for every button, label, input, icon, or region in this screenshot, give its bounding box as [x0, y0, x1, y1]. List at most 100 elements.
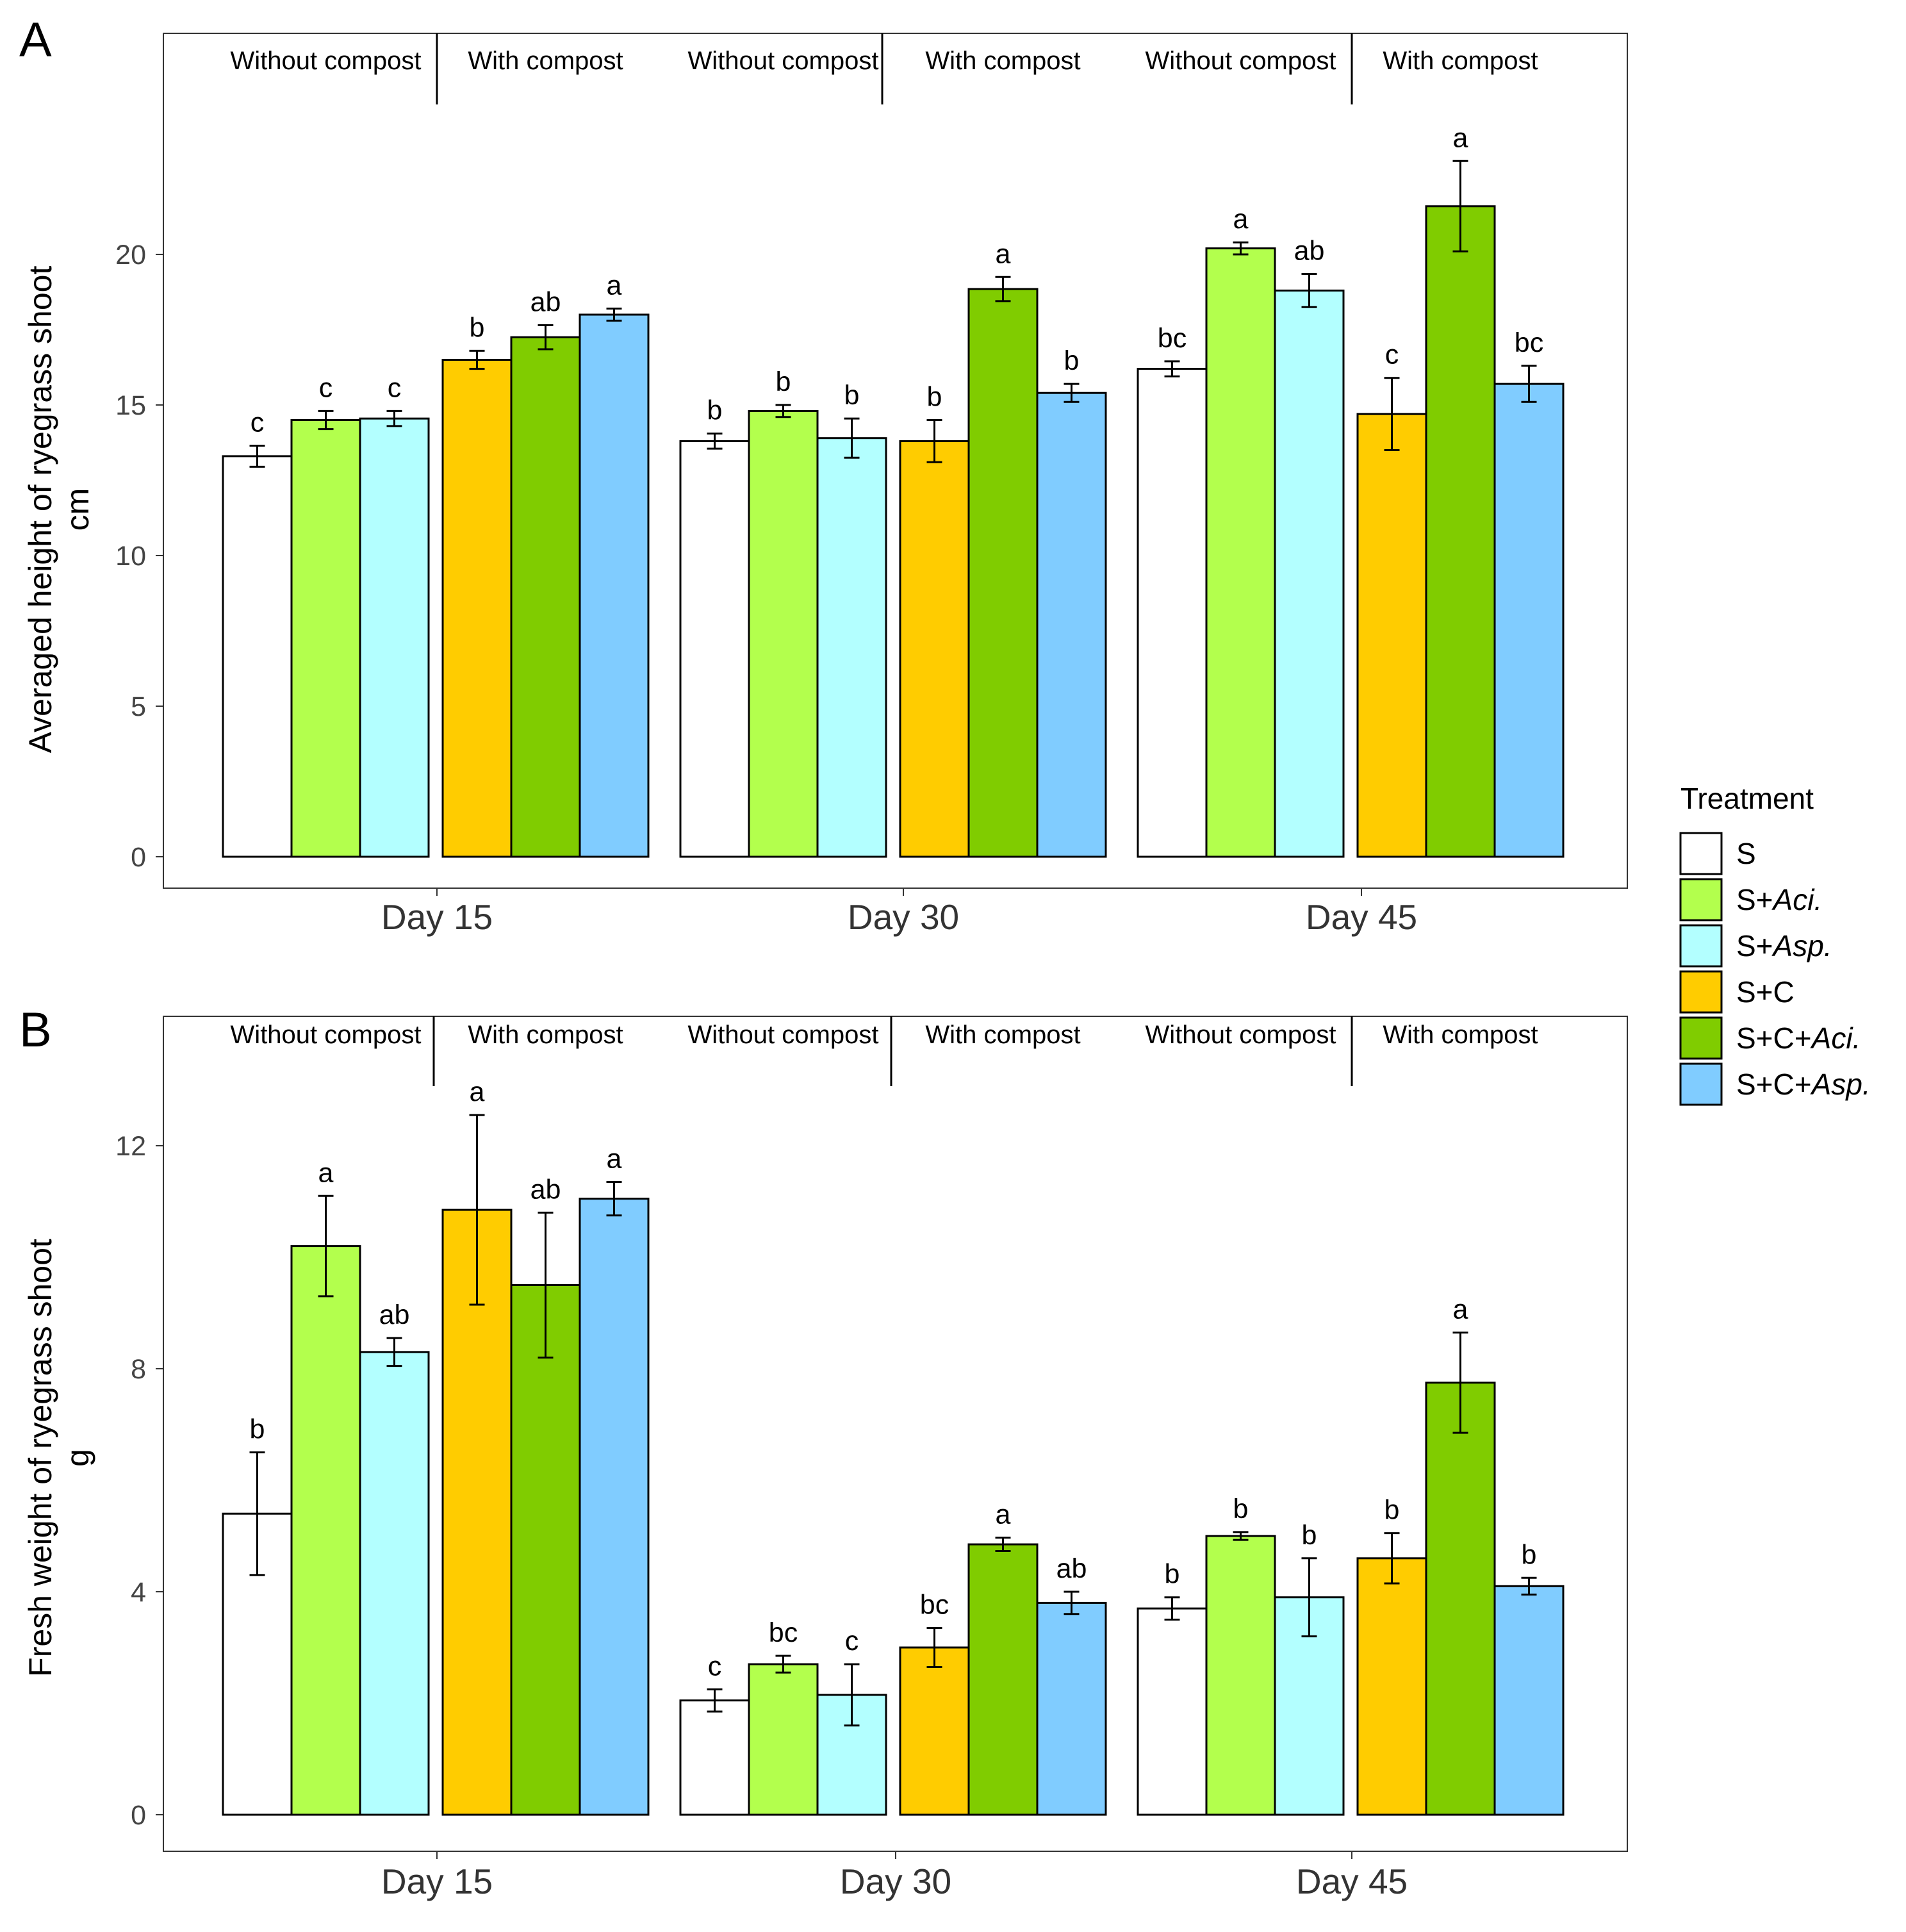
section-label-with-compost: With compost: [1383, 47, 1538, 75]
legend-label-6: S+C+Asp.: [1736, 1068, 1871, 1101]
bar-a-s-day-30: [679, 440, 750, 858]
bar-a-s-c-asp-day-30: [1036, 392, 1107, 858]
y-tick-label: 15: [115, 390, 146, 421]
legend-label-italic: Aci.: [1771, 883, 1823, 916]
significance-label: ab: [1056, 1553, 1087, 1584]
legend-label-5: S+C+Aci.: [1736, 1021, 1861, 1055]
significance-label: a: [470, 1077, 485, 1107]
y-tick-label: 20: [115, 240, 146, 270]
bar-a-s-aci-day-15: [290, 419, 361, 858]
section-label-with-compost: With compost: [468, 1021, 623, 1049]
bar-a-s-day-15: [222, 455, 293, 858]
legend-label-text: S+: [1736, 883, 1773, 916]
bar-a-s-c-day-45: [1356, 413, 1427, 858]
bar-a-s-asp-day-15: [359, 417, 430, 858]
y-tick-label: 8: [131, 1354, 146, 1385]
panel-a-chart: 0 5 10 15 20 Averaged height of ryegrass shoo…: [22, 33, 1628, 937]
significance-label: c: [388, 372, 402, 403]
significance-label: bc: [1515, 327, 1543, 358]
significance-label: c: [251, 407, 265, 438]
significance-label: c: [319, 372, 333, 403]
legend-swatch-6: [1679, 1062, 1723, 1106]
section-label-without-compost: Without compost: [231, 1021, 422, 1049]
significance-label: b: [707, 395, 723, 426]
bar-a-s-c-asp-day-45: [1493, 383, 1565, 858]
legend-label-2: S+Aci.: [1736, 883, 1822, 916]
bar-b-s-aci-day-15: [290, 1245, 361, 1816]
significance-label: b: [776, 367, 791, 397]
bar-b-s-asp-day-15: [359, 1351, 430, 1816]
legend-swatch-3: [1679, 924, 1723, 968]
x-tick-label-day-15: Day 15: [381, 897, 493, 937]
significance-label: a: [607, 1144, 622, 1175]
bar-a-s-c-day-15: [441, 359, 513, 858]
y-tick-label: 5: [131, 691, 146, 722]
significance-label: ab: [1294, 236, 1325, 267]
bar-b-s-c-aci-day-45: [1425, 1382, 1496, 1816]
panel-a-border: [163, 33, 1628, 889]
section-label-with-compost: With compost: [468, 47, 623, 75]
section-label-without-compost: Without compost: [231, 47, 422, 75]
bar-a-s-asp-day-30: [816, 437, 887, 858]
x-tick-label-day-45: Day 45: [1306, 897, 1417, 937]
y-tick-label: 10: [115, 541, 146, 572]
section-label-with-compost: With compost: [1383, 1021, 1538, 1049]
significance-label: b: [1384, 1495, 1400, 1526]
significance-label: b: [250, 1414, 265, 1445]
significance-label: c: [1385, 340, 1399, 370]
x-tick-label-day-15: Day 15: [381, 1862, 493, 1901]
significance-label: bc: [1158, 323, 1187, 354]
significance-label: bc: [769, 1617, 798, 1648]
y-tick-label: 4: [131, 1577, 146, 1608]
bar-a-s-c-aci-day-15: [510, 336, 581, 858]
y-axis-title: Averaged height of ryegrass shoot: [22, 266, 58, 754]
significance-label: c: [845, 1626, 859, 1656]
section-label-without-compost: Without compost: [1146, 47, 1336, 75]
legend-label-text: S+: [1736, 929, 1773, 962]
bar-a-s-c-day-30: [899, 440, 970, 858]
legend-label-italic: Aci.: [1810, 1021, 1861, 1055]
x-tick-label-day-45: Day 45: [1296, 1862, 1408, 1901]
legend-swatch-4: [1679, 970, 1723, 1014]
significance-label: b: [1302, 1520, 1317, 1551]
bar-b-s-c-aci-day-30: [967, 1543, 1039, 1816]
bar-b-s-c-day-15: [441, 1209, 513, 1816]
significance-label: b: [844, 380, 860, 411]
bar-b-s-aci-day-45: [1205, 1535, 1276, 1816]
significance-label: a: [1453, 1294, 1468, 1325]
legend-label-text: S: [1736, 837, 1756, 870]
bar-b-s-c-aci-day-15: [510, 1284, 581, 1816]
bar-b-s-day-30: [679, 1699, 750, 1816]
bar-b-s-c-day-45: [1356, 1557, 1427, 1816]
y-axis-unit: g: [60, 1449, 95, 1467]
bar-b-s-c-asp-day-15: [579, 1198, 650, 1816]
legend-label-1: S: [1736, 837, 1756, 870]
significance-label: b: [1522, 1539, 1537, 1570]
bar-a-s-c-aci-day-30: [967, 288, 1039, 858]
significance-label: ab: [530, 286, 561, 317]
bar-a-s-aci-day-45: [1205, 247, 1276, 858]
legend-swatch-1: [1679, 832, 1723, 875]
panel-letter-b: B: [19, 1003, 52, 1057]
legend-label-italic: Asp.: [1771, 929, 1832, 962]
significance-label: b: [927, 382, 942, 413]
legend-label-4: S+C: [1736, 975, 1795, 1009]
significance-label: b: [470, 312, 485, 343]
section-label-without-compost: Without compost: [688, 1021, 879, 1049]
y-tick-label: 0: [131, 842, 146, 873]
bar-b-s-aci-day-30: [748, 1663, 819, 1816]
significance-label: a: [1233, 204, 1249, 235]
significance-label: a: [607, 270, 622, 301]
bar-b-s-c-day-30: [899, 1646, 970, 1816]
section-label-with-compost: With compost: [925, 1021, 1080, 1049]
panel-letter-a: A: [19, 13, 52, 67]
y-tick-label: 0: [131, 1800, 146, 1831]
legend-label-italic: Asp.: [1810, 1068, 1871, 1101]
legend-title: Treatment: [1680, 782, 1814, 815]
significance-label: a: [1453, 122, 1468, 153]
bar-a-s-aci-day-30: [748, 409, 819, 858]
panel-b-chart: 0 4 8 12 Fresh weight of ryegrass shoot g Day …: [22, 1016, 1628, 1901]
significance-label: a: [996, 238, 1011, 269]
bar-b-s-c-asp-day-45: [1493, 1585, 1565, 1816]
